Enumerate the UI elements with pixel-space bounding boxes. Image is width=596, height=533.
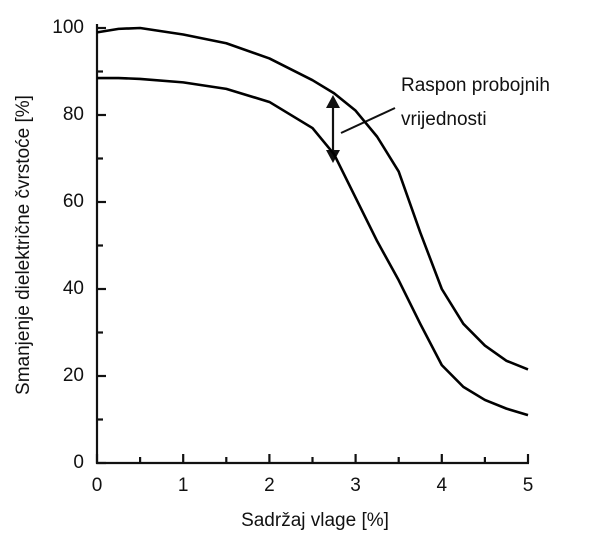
y-tick-label: 100 (52, 17, 84, 38)
y-tick-label: 0 (73, 452, 84, 473)
y-tick-label: 40 (63, 278, 84, 299)
x-tick-label: 1 (178, 475, 189, 496)
x-axis-label: Sadržaj vlage [%] (241, 510, 389, 531)
x-tick-label: 0 (92, 475, 103, 496)
y-tick-label: 20 (63, 365, 84, 386)
y-axis-label: Smanjenje dielektrične čvrstoće [%] (13, 95, 34, 395)
y-tick-label: 80 (63, 104, 84, 125)
series-line (97, 76, 529, 417)
x-tick-label: 4 (437, 475, 448, 496)
x-tick-label: 3 (350, 475, 361, 496)
annotation-line: vrijednosti (401, 109, 487, 130)
annotation-line: Raspon probojnih (401, 75, 550, 96)
series-line (96, 26, 529, 371)
x-tick-label: 5 (523, 475, 534, 496)
annotation-leader (340, 107, 396, 134)
x-tick-label: 2 (264, 475, 275, 496)
range-arrow (326, 95, 340, 163)
y-tick-label: 60 (63, 191, 84, 212)
